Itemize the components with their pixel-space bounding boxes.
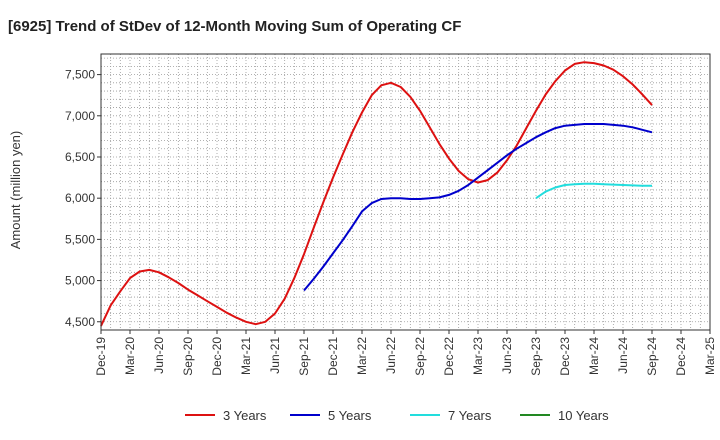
y-tick-label: 5,000 (65, 274, 95, 288)
grid (101, 54, 710, 330)
x-tick-label: Mar-23 (471, 337, 485, 375)
series-line-5-years (303, 123, 653, 292)
x-tick-label: Sep-20 (181, 337, 195, 376)
y-tick-label: 7,500 (65, 68, 95, 82)
y-ticks: 4,500 5,000 5,500 6,000 6,500 7,000 7,500 (65, 68, 101, 329)
x-tick-label: Jun-24 (616, 337, 630, 374)
x-tick-label: Sep-23 (529, 337, 543, 376)
x-tick-label: Mar-20 (123, 337, 137, 375)
y-tick-label: 6,000 (65, 191, 95, 205)
x-tick-label: Mar-21 (239, 337, 253, 375)
y-axis-label: Amount (million yen) (8, 131, 23, 250)
series-line-3-years (100, 61, 653, 327)
x-tick-label: Dec-24 (674, 337, 688, 376)
x-tick-label: Jun-23 (500, 337, 514, 374)
legend-label: 5 Years (328, 408, 372, 423)
y-tick-label: 4,500 (65, 315, 95, 329)
x-tick-label: Jun-22 (384, 337, 398, 374)
legend-label: 3 Years (223, 408, 267, 423)
x-tick-label: Dec-19 (94, 337, 108, 376)
x-tick-label: Dec-21 (326, 337, 340, 376)
chart-title: [6925] Trend of StDev of 12-Month Moving… (8, 18, 461, 35)
x-tick-label: Sep-22 (413, 337, 427, 376)
x-tick-label: Mar-22 (355, 337, 369, 375)
legend-label: 10 Years (558, 408, 609, 423)
x-tick-label: Mar-24 (587, 337, 601, 375)
x-tick-label: Mar-25 (703, 337, 717, 375)
plot-frame (100, 53, 711, 331)
x-tick-label: Dec-20 (210, 337, 224, 376)
y-tick-label: 5,500 (65, 232, 95, 246)
x-tick-label: Sep-24 (645, 337, 659, 376)
series-lines (100, 61, 653, 327)
x-tick-label: Dec-22 (442, 337, 456, 376)
x-tick-label: Jun-21 (268, 337, 282, 374)
legend-label: 7 Years (448, 408, 492, 423)
legend: 3 Years 5 Years 7 Years 10 Years (185, 408, 609, 423)
y-tick-label: 7,000 (65, 109, 95, 123)
series-line-7-years (535, 182, 652, 200)
x-tick-label: Jun-20 (152, 337, 166, 374)
y-tick-label: 6,500 (65, 150, 95, 164)
x-tick-label: Sep-21 (297, 337, 311, 376)
x-tick-label: Dec-23 (558, 337, 572, 376)
x-ticks: Dec-19 Mar-20 Jun-20 Sep-20 Dec-20 Mar-21 Jun-… (94, 330, 717, 376)
